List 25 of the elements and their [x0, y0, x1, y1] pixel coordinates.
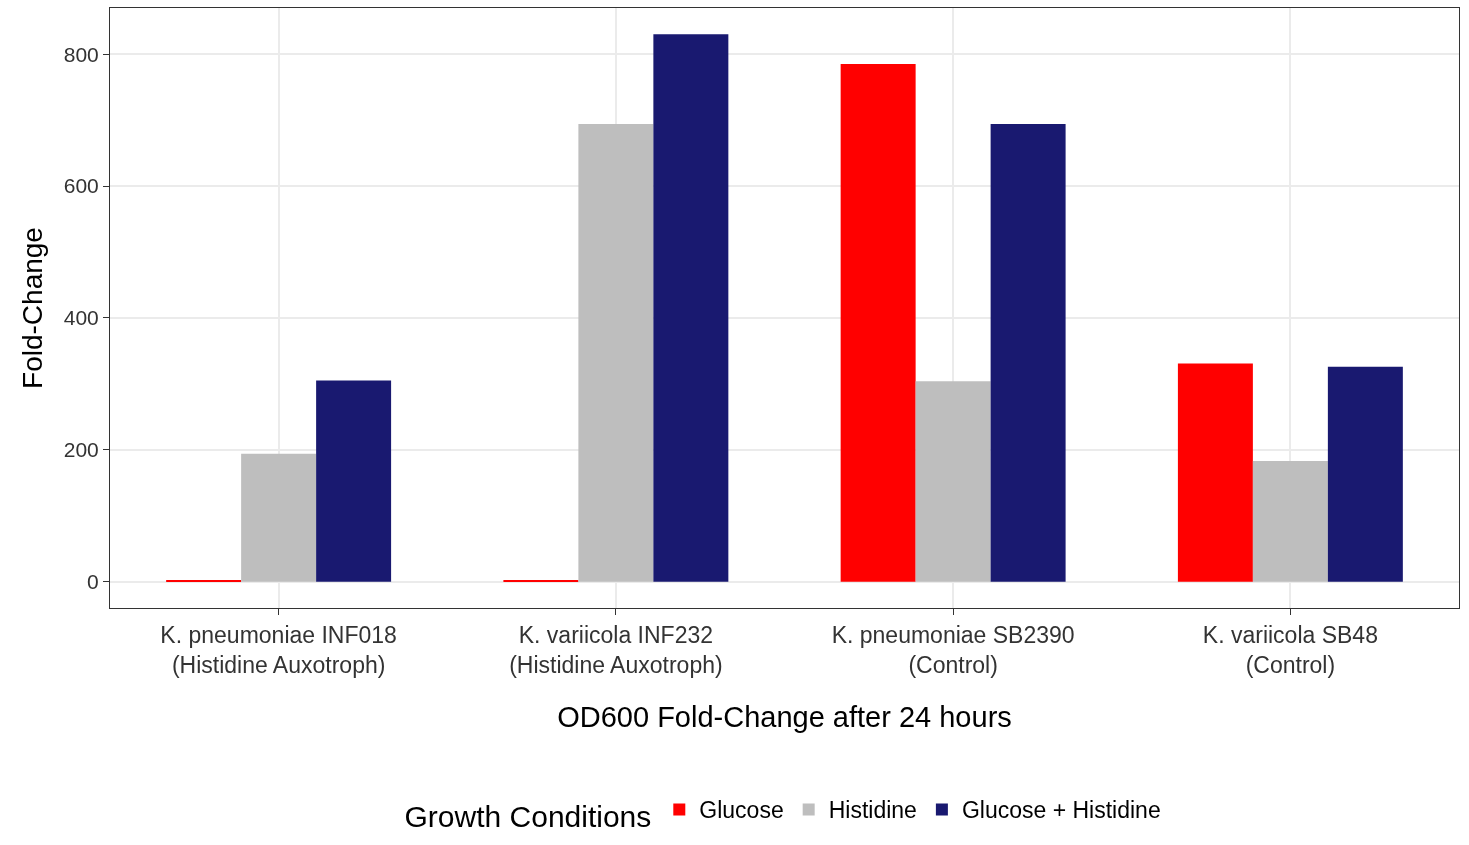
legend-label: Glucose + Histidine [961, 797, 1161, 824]
y-axis-title: Fold-Change [17, 227, 49, 389]
legend-title: Growth Conditions [404, 800, 652, 833]
x-tick-label: K. pneumoniae SB2390 (Control) [831, 621, 1075, 678]
bar [1327, 366, 1403, 582]
bar [840, 64, 916, 582]
bar [653, 34, 729, 582]
y-tick-label: 400 [63, 306, 99, 330]
x-tick-label: K. variicola SB48 (Control) [1202, 621, 1378, 678]
y-tick-label: 0 [87, 569, 99, 593]
y-tick-label: 800 [63, 42, 99, 66]
y-tick-label: 600 [63, 174, 99, 198]
bar [1252, 460, 1328, 582]
bar [241, 453, 317, 582]
x-tick-label: K. variicola INF232 (Histidine Auxotroph) [509, 621, 723, 678]
bar [316, 380, 392, 582]
x-axis-title: OD600 Fold-Change after 24 hours [557, 701, 1012, 734]
bar [1177, 363, 1253, 582]
bar [990, 124, 1066, 582]
y-tick-label: 200 [63, 438, 99, 462]
legend-label: Glucose [699, 797, 784, 824]
bar [578, 124, 654, 582]
legend-label: Histidine [828, 797, 917, 824]
x-tick-label: K. pneumoniae INF018 (Histidine Auxotroph) [160, 621, 397, 678]
bar [915, 381, 991, 582]
